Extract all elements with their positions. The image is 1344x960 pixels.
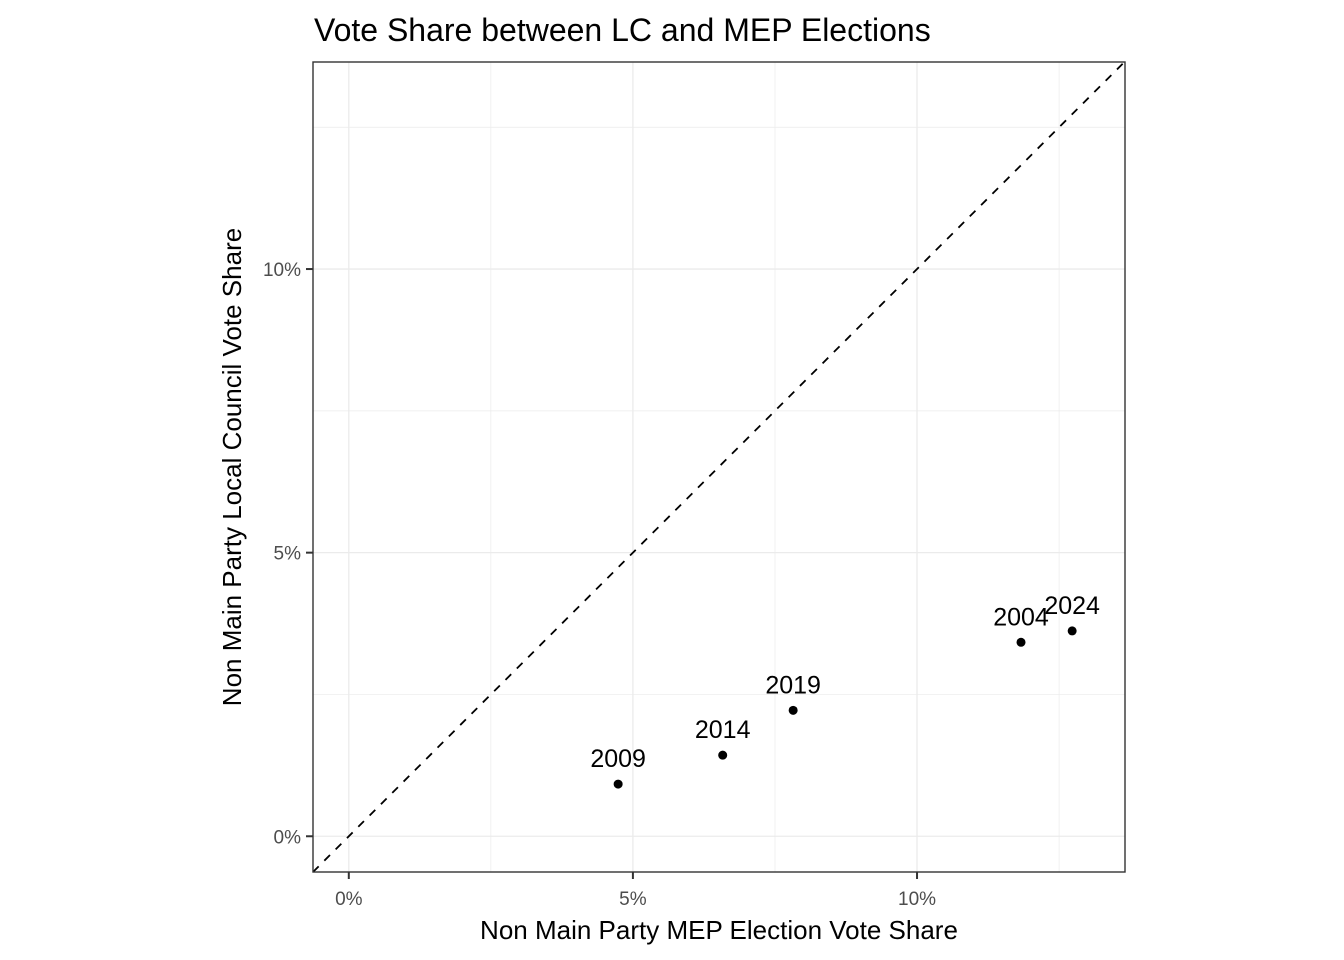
data-points	[613, 626, 1077, 789]
identity-reference-line	[312, 61, 1126, 873]
y-axis-title: Non Main Party Local Council Vote Share	[217, 228, 247, 706]
x-tick-label: 10%	[898, 889, 936, 910]
y-tick-label: 5%	[274, 544, 302, 565]
data-point-labels: 2004 2009 2014 2019 2024	[590, 592, 1100, 773]
x-axis-ticks: 0% 5% 10%	[335, 872, 936, 910]
plot-panel-border	[312, 61, 1126, 873]
y-tick-label: 10%	[263, 260, 301, 281]
data-point-2019	[788, 705, 798, 715]
x-tick-label: 5%	[619, 889, 647, 910]
y-tick-label: 0%	[274, 827, 302, 848]
data-point-2014	[718, 750, 728, 760]
data-point-2024	[1067, 626, 1077, 636]
x-tick-label: 0%	[335, 889, 363, 910]
point-label-2019: 2019	[765, 671, 821, 699]
x-axis-title: Non Main Party MEP Election Vote Share	[480, 915, 958, 945]
point-label-2004: 2004	[993, 603, 1049, 631]
data-point-2004	[1016, 637, 1026, 647]
point-label-2024: 2024	[1044, 592, 1100, 620]
minor-gridlines	[313, 62, 1125, 872]
chart-title: Vote Share between LC and MEP Elections	[314, 12, 931, 48]
y-axis-ticks: 0% 5% 10%	[263, 260, 313, 848]
data-point-2009	[613, 779, 623, 789]
point-label-2009: 2009	[590, 745, 646, 773]
point-label-2014: 2014	[695, 716, 751, 744]
major-gridlines	[313, 62, 1125, 872]
